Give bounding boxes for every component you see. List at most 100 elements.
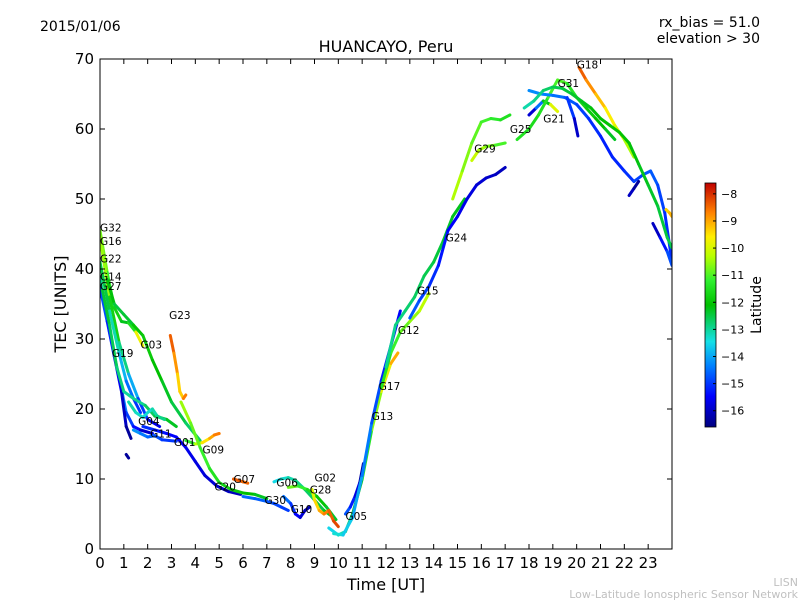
series-segment — [417, 285, 431, 302]
series-segment — [539, 92, 555, 97]
y-tick-label: 60 — [75, 120, 94, 138]
series-segment — [589, 106, 602, 120]
series-segment — [153, 428, 169, 435]
series-segment — [351, 474, 364, 519]
x-tick-label: 21 — [591, 554, 610, 572]
series-segment — [494, 166, 507, 176]
series-segment — [168, 334, 176, 355]
series-segment — [370, 390, 383, 432]
series-segment — [608, 124, 622, 134]
series-segment — [131, 323, 145, 337]
satellite-label-G24: G24 — [446, 233, 468, 245]
series-G10 — [282, 495, 312, 519]
satellite-label-G06: G06 — [276, 478, 298, 490]
series-G20 — [179, 400, 269, 501]
satellite-label-G17: G17 — [379, 381, 401, 393]
series-segment — [160, 379, 173, 404]
satellite-label-layer: G32G16G22G14G27G19G03G23G04G11G01G09G20G… — [100, 60, 598, 523]
series-segment — [108, 323, 119, 369]
series-segment — [427, 264, 440, 288]
satellite-label-G31: G31 — [558, 78, 580, 90]
series-segment — [551, 93, 567, 99]
x-tick-label: 1 — [119, 554, 129, 572]
series-segment — [560, 86, 574, 96]
series-segment — [599, 134, 614, 159]
series-segment — [253, 492, 269, 501]
series-segment — [217, 481, 233, 491]
series-segment — [227, 490, 243, 496]
series-segment — [341, 516, 355, 537]
x-tick-label: 13 — [400, 554, 419, 572]
series-segment — [484, 173, 498, 180]
series-segment — [198, 446, 212, 470]
series-segment — [310, 488, 316, 502]
series-segment — [651, 222, 662, 239]
series-segment — [174, 435, 188, 449]
series-segment — [124, 453, 131, 460]
series-segment — [176, 372, 182, 393]
series-segment — [179, 400, 193, 425]
colorbar-tick-label: −12 — [721, 296, 744, 309]
series-segment — [215, 484, 231, 494]
rx-bias-label: rx_bias = 51.0 — [659, 15, 760, 31]
series-segment — [389, 330, 402, 355]
series-segment — [146, 418, 162, 428]
series-segment — [489, 117, 502, 122]
series-segment — [665, 236, 672, 250]
satellite-label-G30: G30 — [265, 495, 287, 507]
series-segment — [417, 292, 431, 313]
series-segment — [575, 103, 591, 120]
series-segment — [282, 495, 293, 505]
series-segment — [470, 148, 481, 162]
series-segment — [534, 99, 545, 110]
series-segment — [289, 502, 297, 516]
series-segment — [124, 379, 135, 400]
series-segment — [637, 162, 650, 187]
series-segment — [315, 495, 328, 509]
series-G04 — [127, 400, 166, 421]
x-tick-label: 18 — [519, 554, 538, 572]
satellite-label-G12: G12 — [398, 325, 420, 337]
series-segment — [203, 474, 219, 488]
series-G24 — [408, 166, 507, 320]
series-G23 — [168, 334, 188, 400]
series-G_blue_tail1 — [565, 96, 580, 138]
x-tick-label: 22 — [615, 554, 634, 572]
series-segment — [408, 299, 421, 320]
series-segment — [527, 106, 538, 117]
series-G_blue_tail3 — [651, 222, 672, 267]
series-segment — [150, 358, 164, 383]
series-segment — [181, 393, 188, 400]
satellite-label-G20: G20 — [214, 482, 236, 494]
series-segment — [279, 505, 290, 512]
series-segment — [131, 397, 147, 407]
satellite-label-G14: G14 — [100, 272, 122, 284]
series-segment — [627, 141, 641, 166]
series-layer — [100, 65, 672, 537]
series-segment — [665, 250, 672, 267]
x-tick-label: 20 — [567, 554, 586, 572]
series-segment — [141, 334, 154, 362]
series-segment — [522, 99, 536, 110]
series-segment — [570, 92, 583, 103]
colorbar-tick-label: −9 — [721, 215, 737, 228]
series-segment — [100, 286, 109, 323]
series-segment — [170, 400, 188, 425]
satellite-label-G19: G19 — [112, 348, 133, 360]
series-segment — [208, 467, 221, 484]
series-segment — [594, 117, 607, 131]
plot-background — [100, 59, 672, 549]
series-segment — [184, 439, 197, 446]
x-tick-label: 12 — [376, 554, 395, 572]
series-segment — [658, 236, 669, 253]
x-tick-label: 3 — [167, 554, 177, 572]
x-tick-label: 4 — [191, 554, 201, 572]
x-tick-label: 10 — [329, 554, 348, 572]
series-segment — [241, 480, 250, 485]
series-segment — [579, 99, 593, 110]
series-segment — [432, 239, 445, 264]
colorbar-tick-label: −10 — [721, 242, 744, 255]
satellite-label-G04: G04 — [138, 416, 160, 428]
series-segment — [465, 183, 479, 201]
